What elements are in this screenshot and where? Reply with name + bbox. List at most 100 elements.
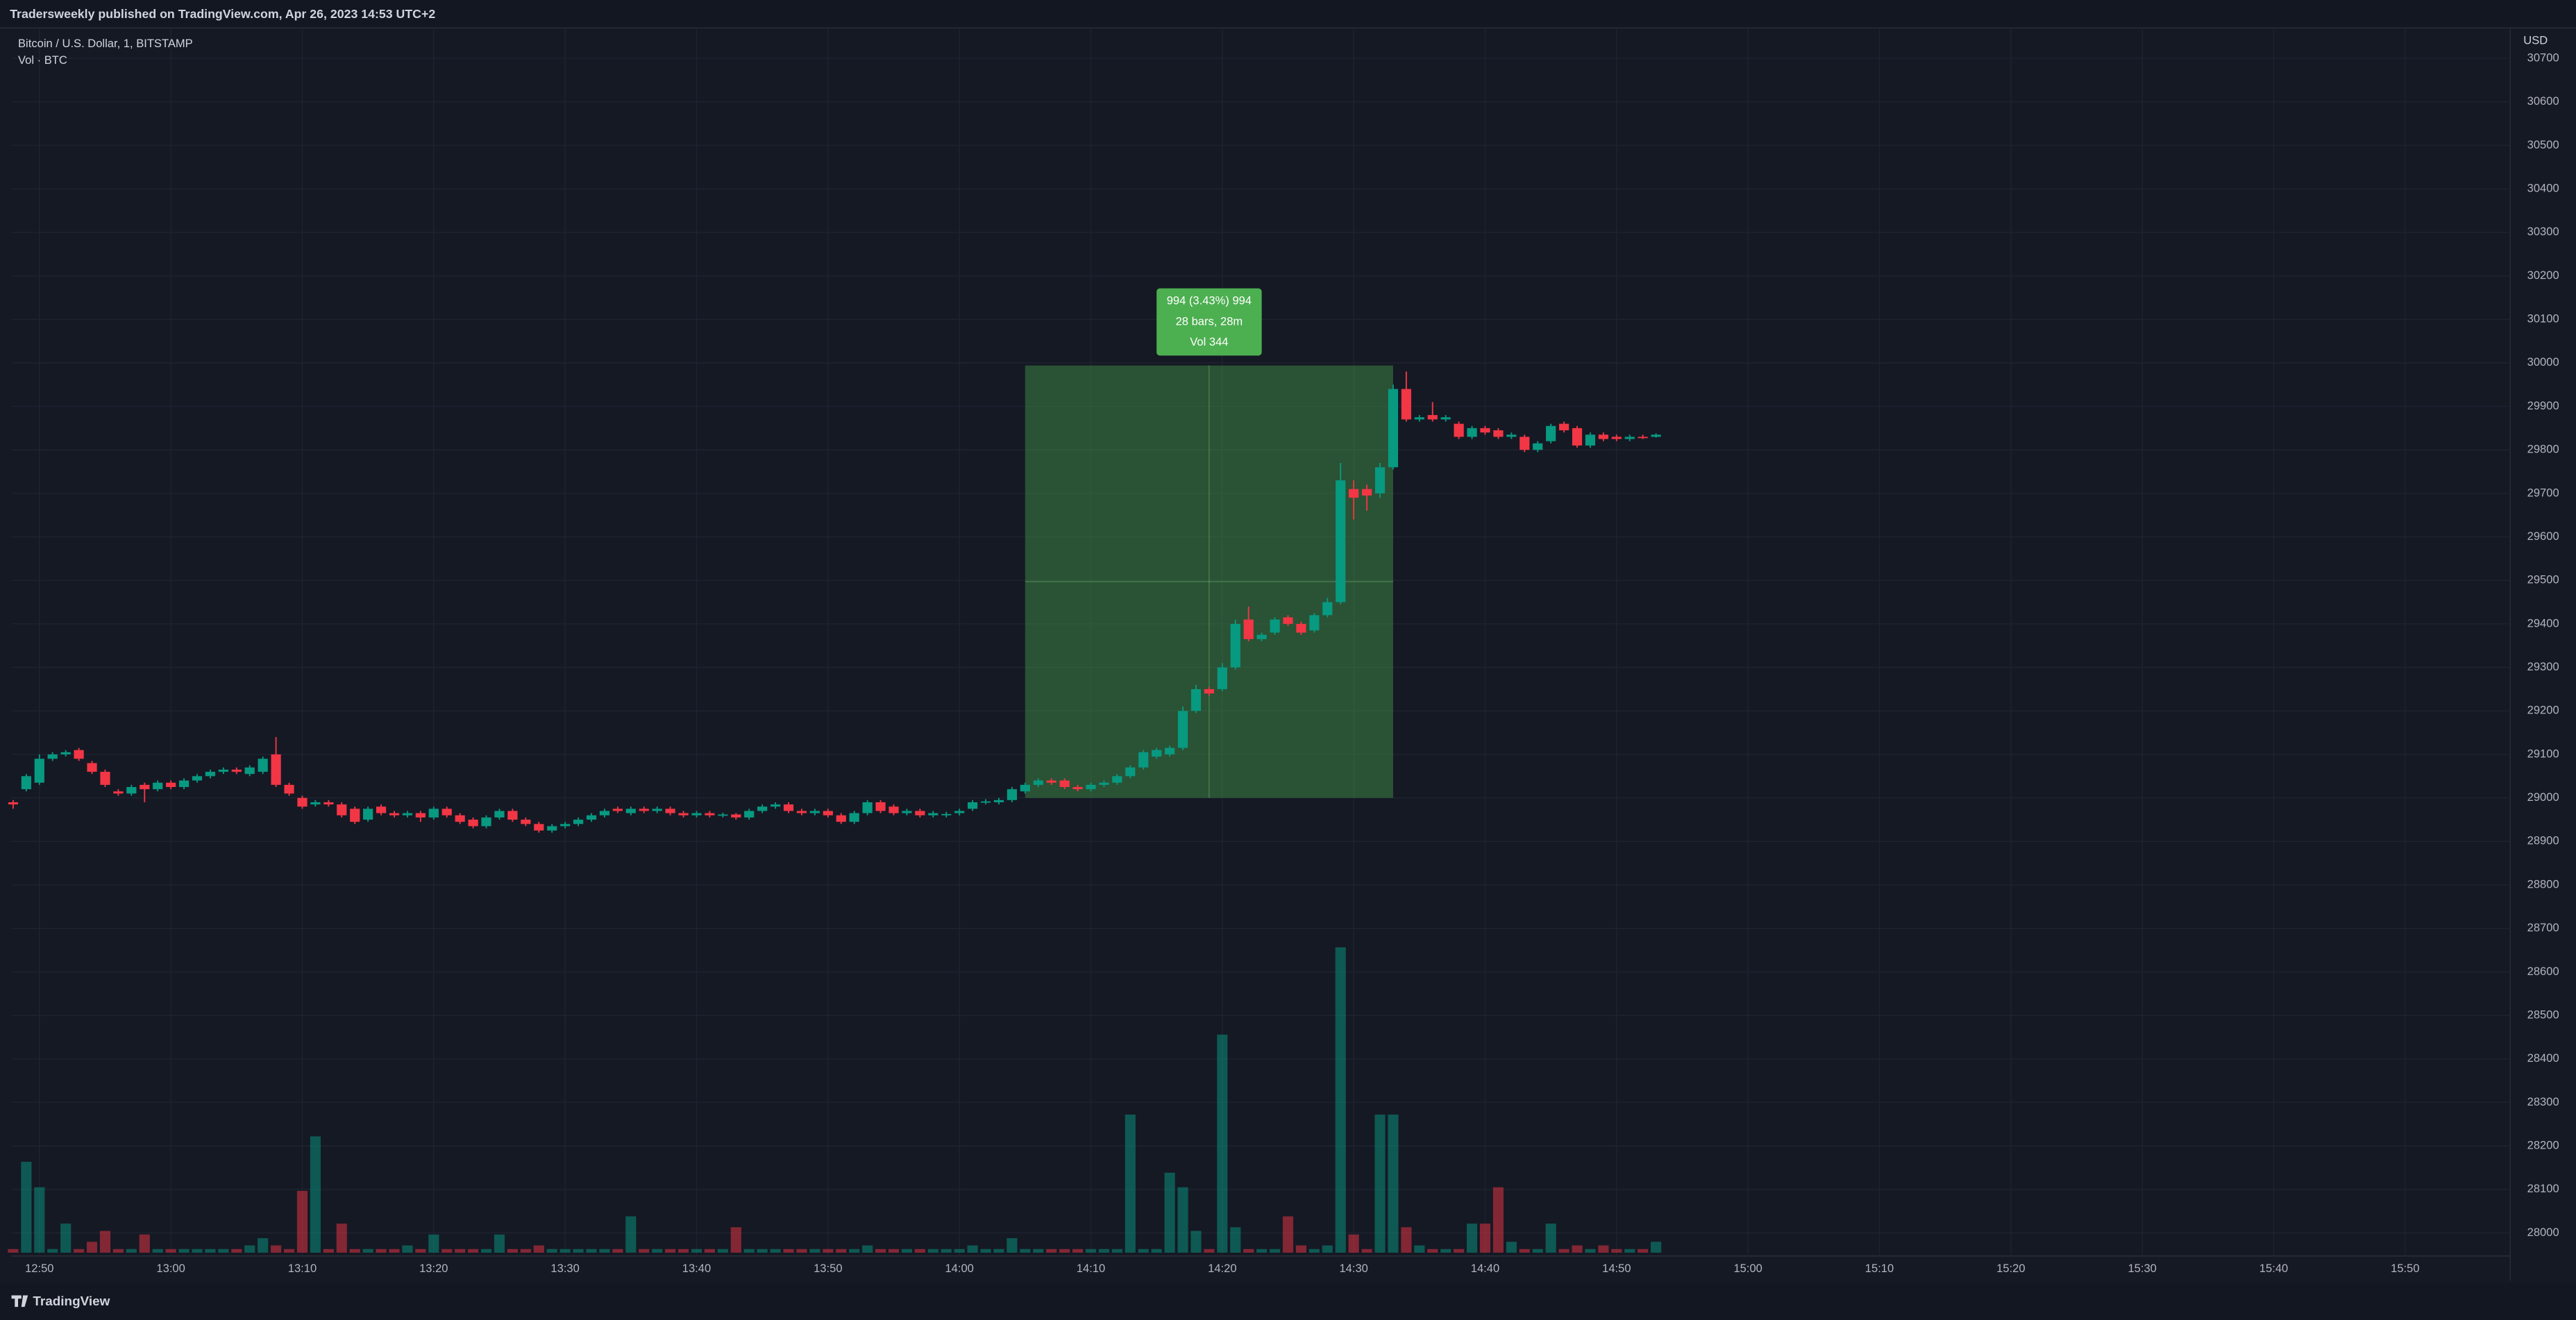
volume-bar — [60, 1224, 71, 1253]
candle-body — [783, 804, 794, 811]
candle-body — [836, 815, 846, 822]
volume-bar — [612, 1249, 623, 1253]
volume-bar — [1558, 1249, 1569, 1253]
candle-body — [402, 813, 413, 815]
volume-bar — [586, 1249, 597, 1253]
volume-bar — [441, 1249, 453, 1253]
y-tick-label: 28600 — [2527, 965, 2559, 978]
volume-bar — [639, 1249, 650, 1253]
candle-body — [1230, 623, 1240, 668]
candle-body — [547, 826, 557, 831]
x-tick-label: 13:30 — [550, 1262, 579, 1275]
volume-bar — [507, 1249, 518, 1253]
x-tick-label: 13:00 — [156, 1262, 185, 1275]
candle-body — [1506, 434, 1517, 437]
candle-body — [705, 813, 715, 815]
volume-bar — [296, 1190, 308, 1253]
candle-body — [494, 811, 505, 818]
y-tick-label: 29000 — [2527, 790, 2559, 804]
volume-bar — [743, 1249, 755, 1253]
volume-bar — [192, 1249, 203, 1253]
x-tick-label: 14:00 — [945, 1262, 973, 1275]
candle-body — [74, 750, 84, 759]
volume-bar — [415, 1249, 426, 1253]
candle-body — [652, 809, 662, 811]
volume-bar — [1190, 1230, 1202, 1253]
candle-body — [1086, 784, 1096, 790]
candle-body — [612, 809, 623, 811]
volume-bar — [1519, 1249, 1530, 1253]
candle-body — [1401, 389, 1412, 420]
candle-body — [744, 811, 755, 818]
volume-bar — [914, 1249, 925, 1253]
volume-bar — [1269, 1249, 1281, 1253]
volume-bar — [336, 1224, 347, 1253]
candle-body — [967, 802, 978, 809]
volume-bar — [455, 1249, 466, 1253]
candle-body — [862, 802, 873, 813]
candle-body — [337, 804, 347, 815]
volume-bar — [1204, 1249, 1215, 1253]
candle-body — [1546, 425, 1556, 441]
volume-bar — [1151, 1249, 1162, 1253]
volume-bar — [1282, 1216, 1294, 1253]
volume-bar — [34, 1187, 45, 1253]
x-tick-label: 14:10 — [1077, 1262, 1105, 1275]
candle-body — [1480, 428, 1490, 433]
candle-body — [1164, 747, 1175, 755]
volume-bar — [1624, 1249, 1635, 1253]
x-tick-label: 14:20 — [1208, 1262, 1236, 1275]
y-tick-label: 29300 — [2527, 660, 2559, 673]
x-tick-label: 14:30 — [1339, 1262, 1367, 1275]
volume-bar — [1466, 1224, 1478, 1253]
volume-bar — [1506, 1242, 1517, 1253]
y-tick-label: 30400 — [2527, 182, 2559, 195]
candle-body — [363, 809, 373, 820]
y-tick-label: 28000 — [2527, 1226, 2559, 1239]
candle-body — [678, 813, 689, 815]
candle-body — [770, 804, 781, 807]
candle-body — [428, 809, 439, 818]
candle-body — [113, 791, 124, 794]
candle-body — [1256, 634, 1267, 639]
volume-bar — [1256, 1249, 1268, 1253]
volume-bar — [310, 1136, 321, 1253]
volume-bar — [1348, 1234, 1359, 1253]
volume-bar — [533, 1245, 544, 1253]
volume-bar — [1440, 1249, 1451, 1253]
volume-bar — [993, 1249, 1004, 1253]
candle-body — [1611, 437, 1622, 439]
candle-body — [599, 811, 610, 815]
candles — [8, 371, 1661, 833]
volume-bar — [823, 1249, 834, 1253]
candle-body — [980, 801, 991, 803]
volume-bar — [205, 1249, 216, 1253]
volume-bar — [74, 1249, 85, 1253]
volume-bar — [1361, 1249, 1372, 1253]
volume-bar — [231, 1249, 242, 1253]
candle-body — [231, 769, 242, 772]
volume-bar — [1532, 1249, 1543, 1253]
y-tick-label: 29600 — [2527, 530, 2559, 543]
volume-label: Vol · BTC — [18, 53, 67, 67]
volume-bar — [428, 1234, 439, 1253]
candle-body — [8, 802, 19, 805]
candle-body — [639, 809, 649, 811]
candle-body — [192, 776, 203, 781]
candle-body — [954, 811, 965, 813]
volume-bar — [625, 1216, 637, 1253]
candle-body — [1572, 428, 1583, 446]
candle-body — [323, 802, 334, 805]
candle-body — [284, 784, 294, 794]
candle-body — [1651, 434, 1661, 437]
volume-bar — [1020, 1249, 1031, 1253]
candle-body — [1519, 437, 1530, 450]
candle-body — [481, 817, 491, 827]
currency-label: USD — [2523, 34, 2548, 47]
volume-bar — [980, 1249, 991, 1253]
candle-body — [796, 811, 807, 813]
candle-body — [1033, 780, 1043, 785]
candle-body — [1177, 711, 1188, 748]
candle-body — [140, 784, 150, 790]
